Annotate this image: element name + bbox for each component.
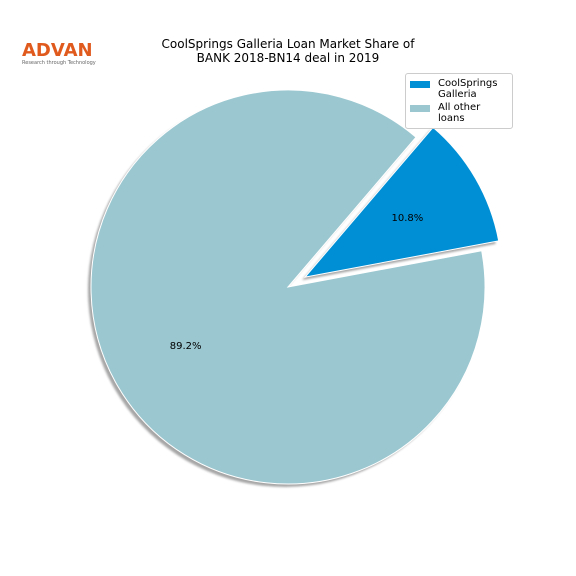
legend-label: CoolSprings Galleria [438, 78, 498, 100]
chart-title: CoolSprings Galleria Loan Market Share o… [161, 37, 415, 65]
slice-label: 10.8% [391, 213, 423, 224]
legend: CoolSprings Galleria All other loans [405, 73, 513, 129]
legend-label: All other loans [438, 102, 481, 124]
legend-swatch [410, 81, 430, 88]
legend-swatch [410, 105, 430, 112]
logo-tagline: Research through Technology [22, 60, 96, 66]
legend-item: All other loans [406, 101, 512, 125]
slice-label: 89.2% [170, 341, 202, 352]
logo: ADVAN Research through Technology [22, 40, 96, 67]
logo-name: ADVAN [22, 40, 93, 61]
legend-item: CoolSprings Galleria [406, 77, 512, 101]
slice [90, 89, 486, 485]
slice [303, 126, 500, 278]
